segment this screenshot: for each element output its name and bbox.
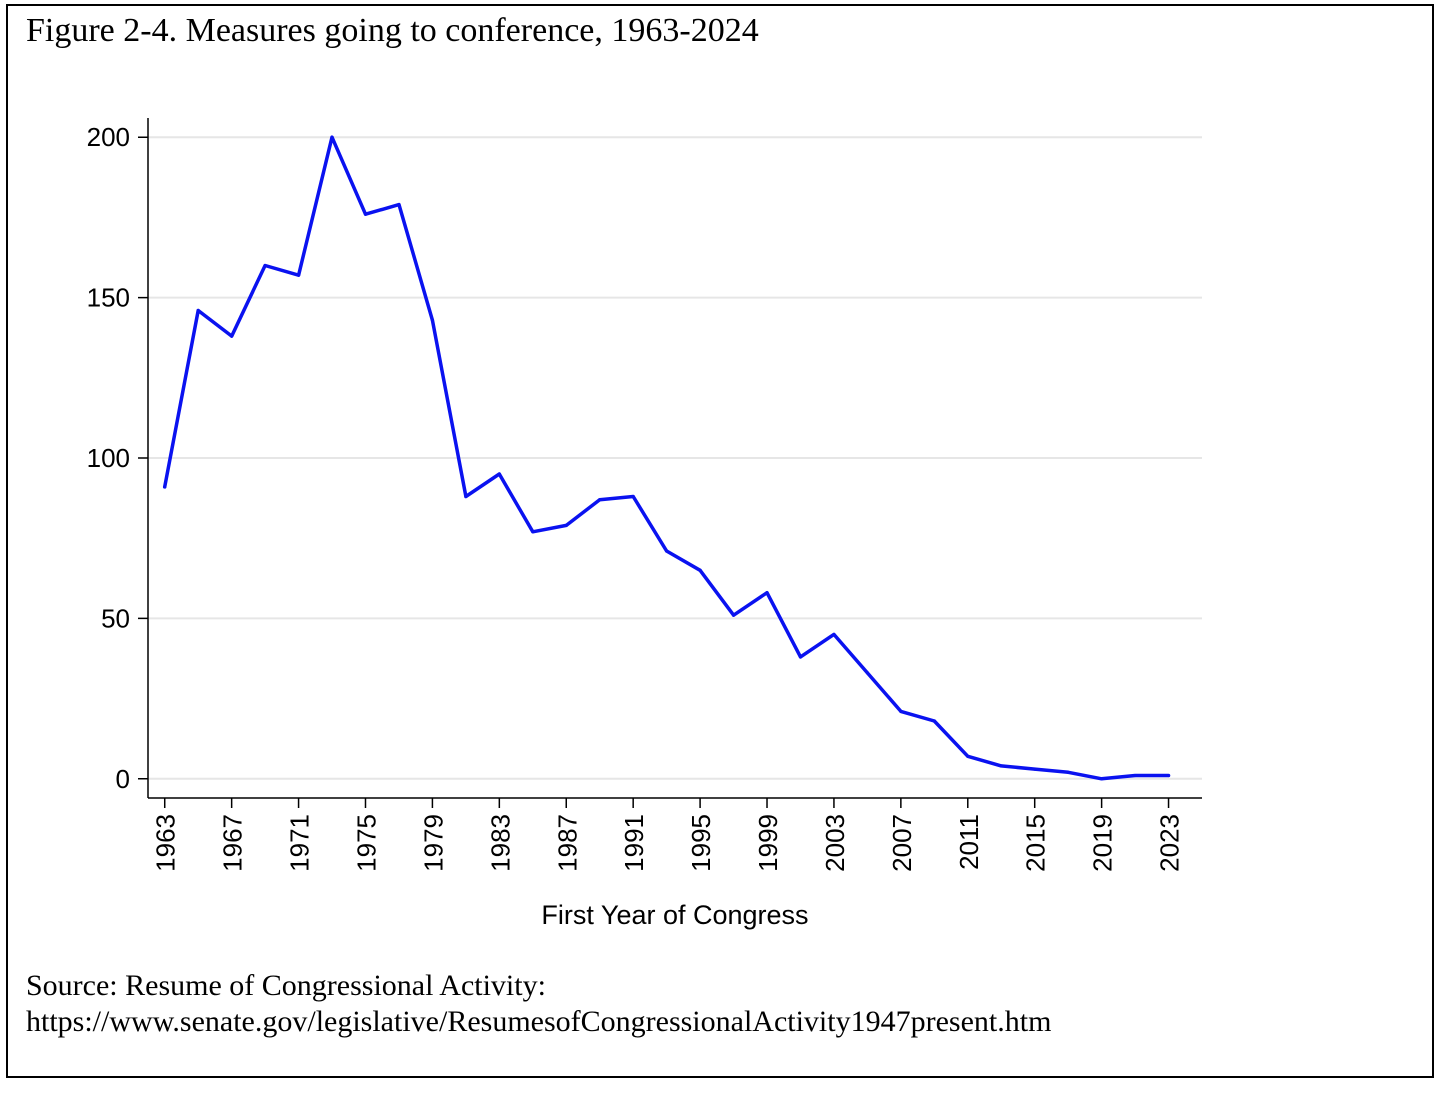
x-tick-label-1987: 1987 [552,814,582,872]
data-point-1989 [598,498,602,502]
data-point-1995 [698,568,702,572]
figure-title: Figure 2-4. Measures going to conference… [26,12,759,49]
y-tick-label-200: 200 [87,122,130,152]
data-point-2009 [932,719,936,723]
x-tick-label-1999: 1999 [753,814,783,872]
data-point-2001 [798,655,803,659]
source-line-2: https://www.senate.gov/legislative/Resum… [26,1005,1052,1038]
data-point-2005 [865,671,869,675]
data-point-1993 [665,549,669,553]
data-point-1991 [631,494,635,499]
data-point-1969 [263,263,267,268]
data-point-2023 [1166,773,1171,778]
data-point-1967 [230,334,234,338]
x-tick-label-2003: 2003 [820,814,850,872]
data-point-1999 [765,591,769,595]
data-point-2003 [832,632,836,637]
figure-frame: Figure 2-4. Measures going to conference… [6,4,1434,1078]
data-point-2021 [1133,773,1137,778]
data-point-1977 [397,203,401,207]
data-point-1975 [363,212,368,216]
data-point-1979 [430,318,435,322]
data-point-1985 [531,530,535,534]
data-point-2011 [966,754,970,758]
x-tick-label-1971: 1971 [285,814,315,872]
x-tick-label-1995: 1995 [686,814,716,872]
x-tick-label-2007: 2007 [887,814,917,872]
x-tick-label-2019: 2019 [1088,814,1118,872]
x-tick-label-2015: 2015 [1021,814,1051,872]
data-point-1973 [330,135,334,139]
data-point-1971 [296,273,301,277]
x-tick-label-1991: 1991 [619,814,649,872]
data-point-2017 [1066,770,1070,774]
x-tick-label-2011: 2011 [954,814,984,870]
data-point-2007 [899,709,903,713]
data-point-1965 [196,308,200,313]
source-line-1: Source: Resume of Congressional Activity… [26,969,546,1002]
data-point-2015 [1033,767,1037,771]
data-point-1963 [163,485,167,489]
data-point-1987 [564,523,568,527]
x-tick-label-1983: 1983 [485,814,515,872]
data-point-1997 [731,613,736,617]
data-point-1983 [497,472,501,476]
x-axis-title: First Year of Congress [541,900,808,930]
y-tick-label-100: 100 [87,443,130,473]
data-point-2013 [999,764,1003,768]
x-tick-label-1963: 1963 [151,814,181,872]
x-tick-label-1967: 1967 [218,814,248,872]
y-tick-label-150: 150 [87,283,130,313]
y-tick-label-50: 50 [101,603,130,633]
x-tick-label-2023: 2023 [1155,814,1185,872]
x-tick-label-1975: 1975 [351,814,381,872]
figure-source: Source: Resume of Congressional Activity… [26,968,1051,1040]
y-tick-label-0: 0 [116,764,130,794]
data-point-2019 [1100,777,1104,781]
data-point-1981 [464,494,468,499]
x-tick-label-1979: 1979 [418,814,448,872]
